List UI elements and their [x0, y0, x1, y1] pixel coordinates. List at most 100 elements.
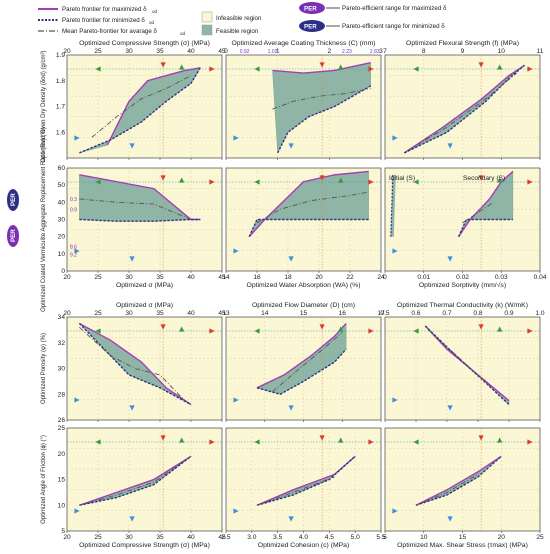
arrow-green-left: [95, 179, 101, 185]
x-tick-label: 7: [383, 48, 387, 55]
arrow-blue-right: [392, 248, 398, 254]
annot-initial: Initial (S): [389, 175, 415, 182]
x-tick-label: 13: [222, 310, 230, 317]
mean-frontier: [408, 72, 518, 151]
min-frontier: [256, 348, 347, 396]
arrow-red-right: [209, 66, 215, 72]
per-tag-area_d: 9.2: [70, 253, 77, 259]
x-tick-label: 14: [222, 274, 230, 281]
arrow-blue-right: [392, 397, 398, 403]
min-frontier: [248, 218, 369, 237]
arrow-green: [338, 326, 344, 332]
mean-frontier: [272, 332, 343, 393]
x-tick-label: 20: [63, 310, 71, 317]
legend-min-label: Pareto frontier for minimized δ: [62, 17, 145, 24]
legend-mean-sub: od: [180, 31, 186, 36]
per-tag-coating_mid2: 2.23: [342, 49, 352, 55]
arrow-red: [160, 62, 166, 68]
per-tag-area_c: 8.6: [70, 244, 77, 250]
panel-title: Optimized Flexural Strength (f) (MPa): [406, 40, 519, 47]
y-tick-label: 1.8: [56, 78, 65, 85]
x-tick-label: 35: [156, 534, 164, 541]
panel-p31: 20 25 30 35 40 45 26 28 30 32 34 Optimized σ (MPa) O…: [41, 302, 226, 438]
min-frontier: [404, 64, 525, 154]
arrow-blue-right: [74, 135, 80, 141]
mean-frontier: [79, 198, 192, 220]
arrow-red: [478, 324, 484, 330]
legend-infeasible-swatch: [201, 11, 213, 23]
initial-region: [390, 174, 396, 237]
mean-frontier: [256, 191, 369, 224]
x-tick-label: 11: [537, 48, 544, 55]
y-tick-label: 50: [58, 182, 66, 189]
x-tick-label: 16: [339, 310, 347, 317]
arrow-green: [179, 177, 185, 183]
mean-frontier: [462, 201, 494, 224]
arrow-green: [179, 64, 185, 70]
panel-p11: 20 25 30 35 40 45 1.6 1.7 1.8 1.9 Optimized Compre…: [41, 40, 226, 163]
arrow-green-left: [95, 328, 101, 334]
arrow-red-right: [527, 328, 533, 334]
per-max-badge-text: PER: [304, 6, 317, 13]
legend-mean-label: Mean Pareto-frontier for avarage δ: [62, 28, 157, 35]
y-tick-label: 0: [61, 268, 65, 275]
per-tags-area: 0.3 0.9 8.6 9.2: [70, 197, 77, 259]
per-min-badge-text: PER: [304, 24, 317, 31]
x-tick-label: 1: [276, 48, 280, 55]
arrow-green-left: [254, 179, 260, 185]
arrow-blue-right: [74, 508, 80, 514]
x-tick-label: 30: [125, 534, 133, 541]
legend-max-sub: od: [152, 9, 158, 14]
y-tick-label: 40: [58, 199, 66, 206]
x-tick-label: 3.5: [273, 534, 282, 541]
per-tag-coating_left: 0.92: [240, 49, 250, 55]
arrow-red-right: [209, 328, 215, 334]
arrow-blue-right: [233, 135, 239, 141]
panel-p23: 0 0.01 0.02 0.03 0.04 Optimized Sorptivity (m…: [383, 167, 547, 289]
arrow-green: [179, 437, 185, 443]
y-tick-label: 1.7: [56, 104, 65, 111]
arrow-blue: [129, 143, 135, 149]
x-tick-label: 15: [459, 534, 467, 541]
y-tick-label: 26: [58, 417, 66, 424]
y-tick-label: 15: [58, 477, 66, 484]
arrow-green-left: [413, 439, 419, 445]
y-tick-label: 10: [58, 502, 66, 509]
x-tick-label: 4.5: [325, 534, 334, 541]
min-frontier: [415, 455, 502, 506]
side-per-badge-max: [7, 225, 19, 247]
y-tick-label: 28: [58, 391, 66, 398]
arrow-blue-right: [233, 397, 239, 403]
legend-infeasible-label: Infeasible region: [216, 15, 262, 22]
y-tick-label: 1.9: [56, 52, 65, 59]
y-tick-label: 1.6: [56, 129, 65, 136]
per-min-label: Pareto-efficient range for minimized δ: [342, 23, 445, 30]
annot-secondary: Secondary (S): [463, 175, 505, 182]
mean-frontier: [91, 75, 192, 138]
legend-max-label: Pareto frontier for maximized δ: [62, 6, 147, 13]
arrow-blue: [129, 516, 135, 522]
panel-p32: 13 14 15 16 17 Optimized Flow Diameter (D) (c…: [222, 302, 385, 422]
y-axis-label: Optimized Oven Dry Density (δod) (g/cm³): [41, 50, 47, 162]
arrow-red: [478, 435, 484, 441]
arrow-red: [160, 435, 166, 441]
arrow-red-right: [368, 179, 374, 185]
panel-title: Optimized Thermal Conductivity (k) (W/mK…: [397, 302, 528, 309]
arrow-red: [319, 435, 325, 441]
per-min-badge: [299, 20, 325, 32]
x-tick-label: 45: [218, 534, 226, 541]
x-tick-label: 17: [377, 310, 385, 317]
per-tag-area_a: 0.3: [70, 197, 77, 203]
x-tick-label: 30: [125, 310, 133, 317]
arrow-red: [319, 62, 325, 68]
x-tick-label: 2.5: [221, 534, 230, 541]
arrow-green-left: [95, 66, 101, 72]
arrow-red: [319, 175, 325, 181]
mean-frontier: [256, 476, 335, 506]
per-max-badge: [299, 2, 325, 14]
mean-frontier: [79, 455, 192, 506]
arrow-green: [338, 437, 344, 443]
max-frontier: [79, 322, 192, 406]
max-frontier: [272, 62, 371, 74]
arrow-blue: [447, 143, 453, 149]
